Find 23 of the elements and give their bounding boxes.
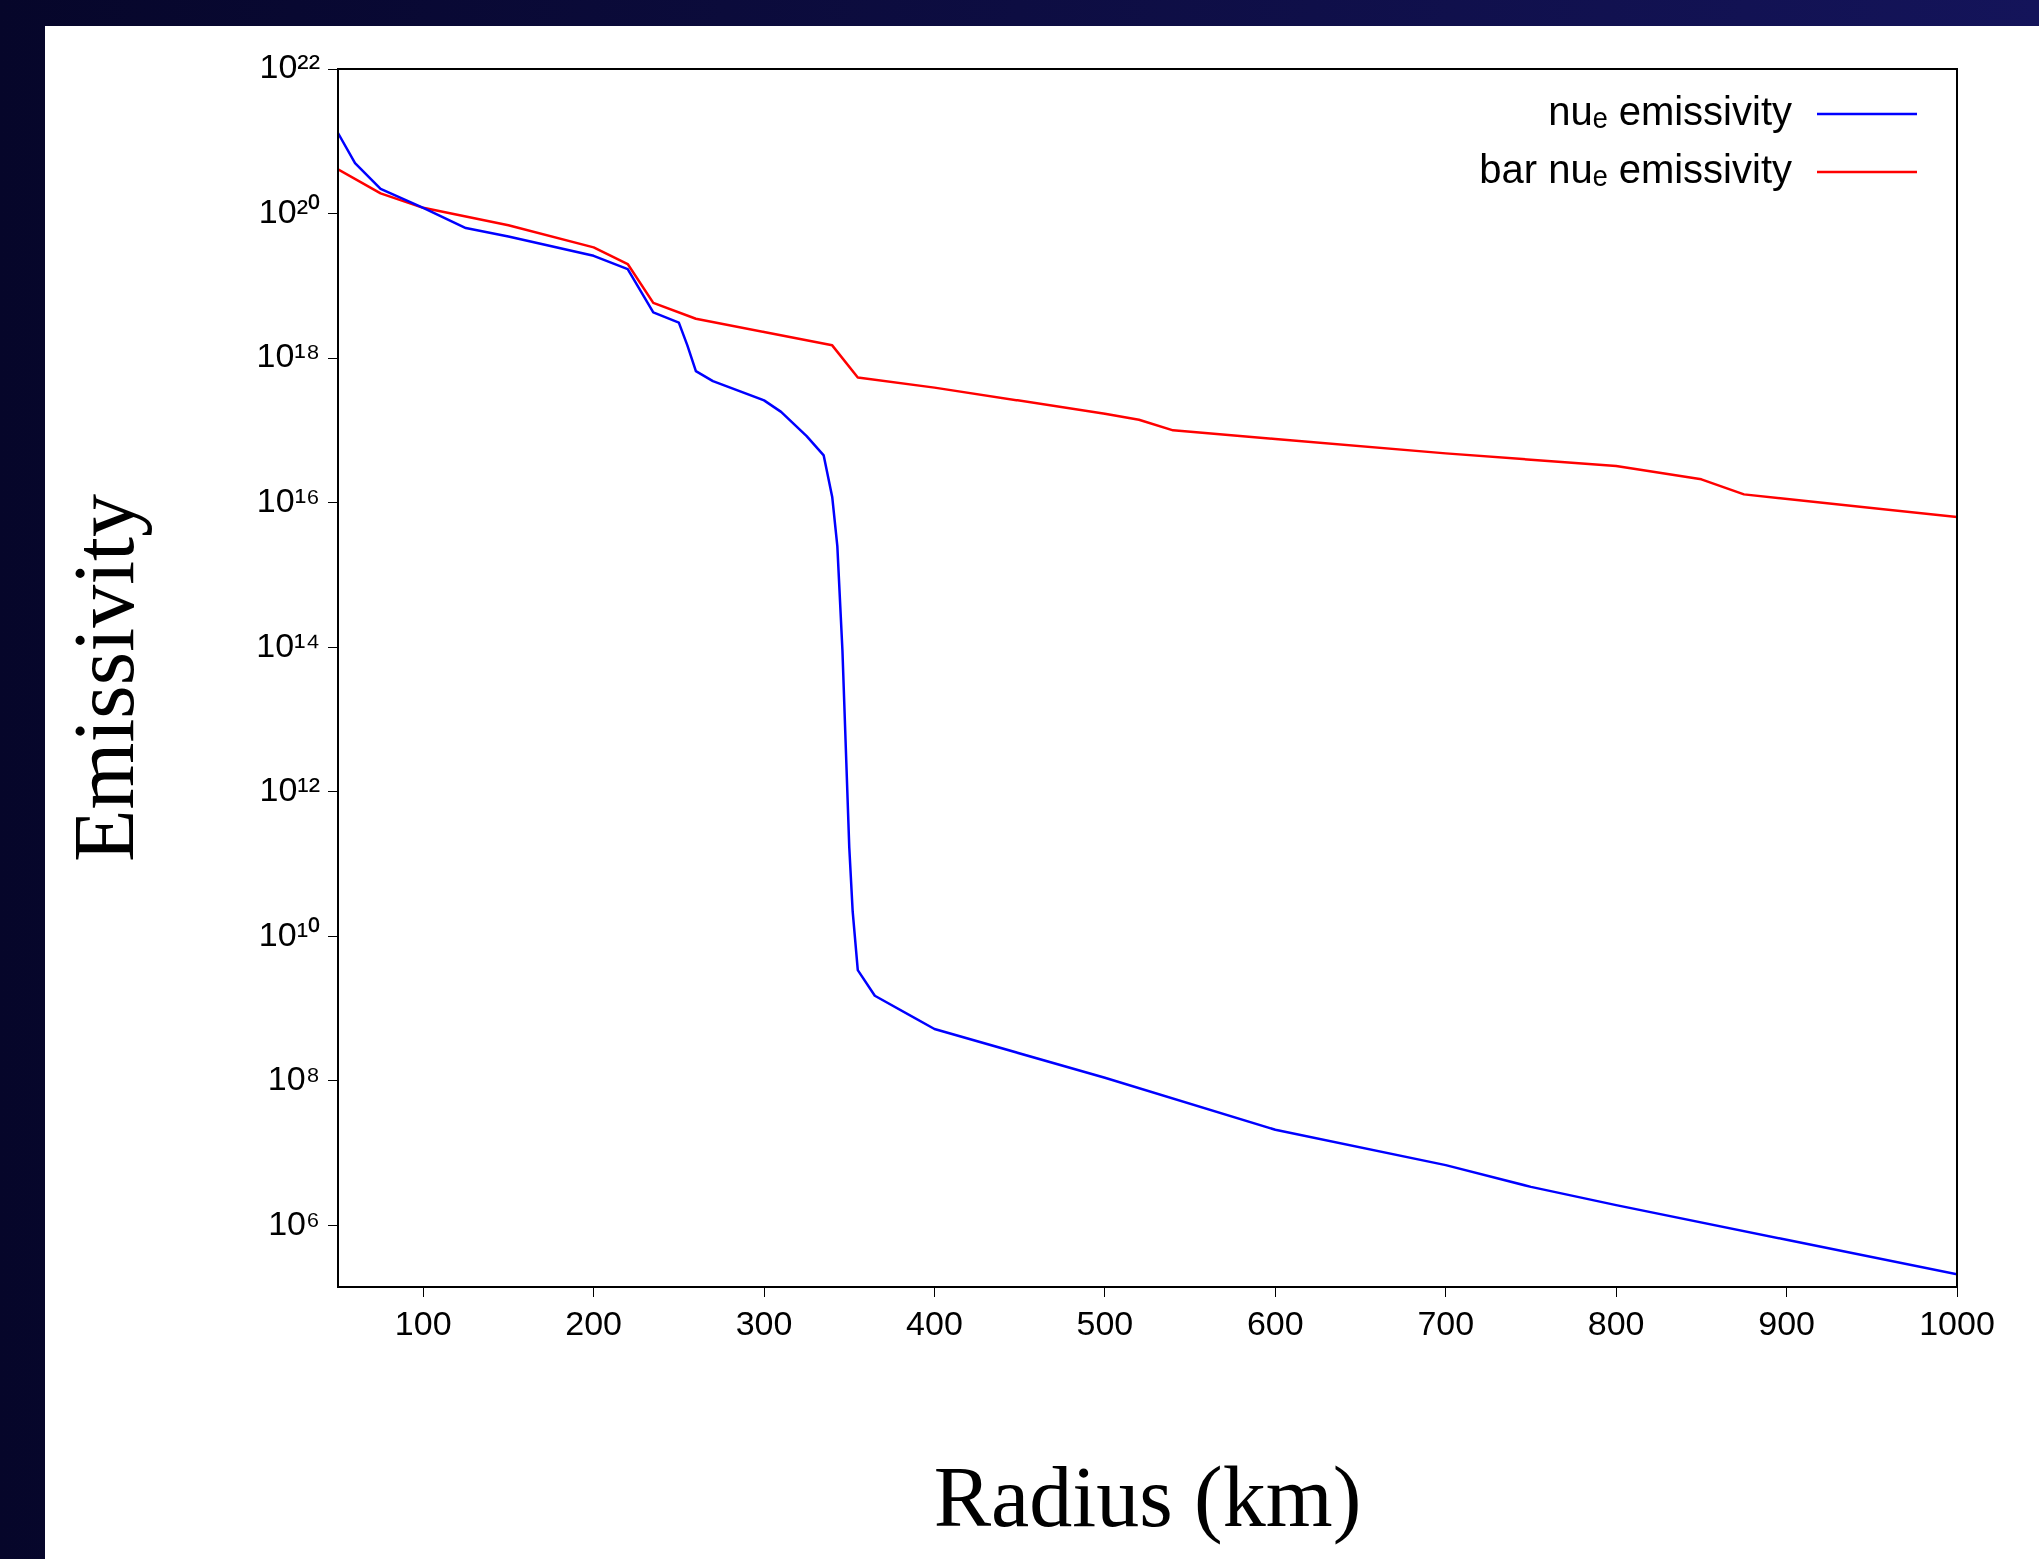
y-tick-label: 10⁶ [268, 1203, 320, 1242]
x-tick-label: 600 [1246, 1303, 1304, 1342]
y-tick-label: 10¹⁰ [258, 914, 320, 953]
x-tick-label: 200 [565, 1303, 622, 1342]
x-axis-title: Radius (km) [933, 1448, 1362, 1545]
x-tick-label: 800 [1587, 1303, 1645, 1342]
y-tick-label: 10¹⁸ [256, 336, 320, 375]
y-tick-label: 10²² [259, 47, 320, 86]
y-axis-title: Emissivity [56, 494, 153, 862]
x-tick-label: 900 [1758, 1303, 1815, 1342]
y-tick-label: 10¹² [259, 770, 320, 809]
x-tick-label: 100 [394, 1303, 452, 1342]
y-tick-label: 10²⁰ [258, 191, 320, 230]
y-tick-label: 10⁸ [267, 1059, 320, 1098]
y-tick-label: 10¹⁶ [256, 480, 320, 519]
x-tick-label: 1000 [1919, 1303, 1995, 1342]
x-tick-label: 400 [906, 1303, 963, 1342]
y-tick-label: 10¹⁴ [256, 625, 320, 664]
legend-label: nuₑ emissivity [1548, 89, 1792, 134]
legend-label: bar nuₑ emissivity [1479, 147, 1792, 192]
x-tick-label: 300 [735, 1303, 793, 1342]
x-tick-label: 500 [1076, 1303, 1134, 1342]
x-tick-label: 700 [1417, 1303, 1475, 1342]
